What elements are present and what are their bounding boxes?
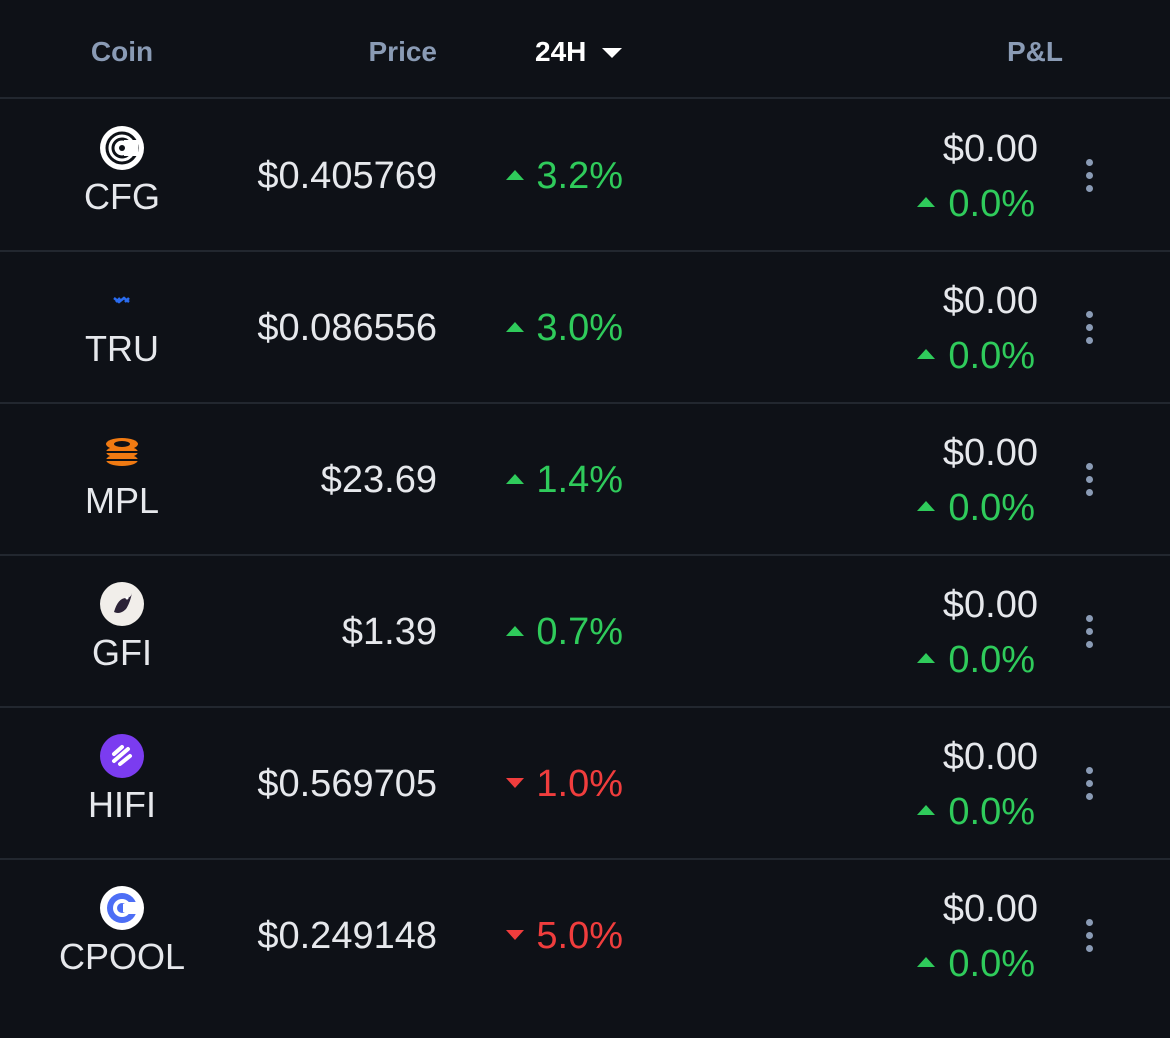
pnl-change: 0.0% [948,487,1035,529]
change-24h: 1.0% [536,763,623,805]
pnl-arrow [917,197,935,207]
pnl-arrow [917,805,935,815]
pnl-value: $0.00 [942,736,1038,778]
pnl-change: 0.0% [948,639,1035,681]
price: $0.569705 [257,763,437,805]
more-menu[interactable] [1086,615,1096,654]
header-24h[interactable]: 24H [535,36,587,67]
coin-name[interactable]: CPOOL [58,936,186,977]
change-arrow [506,778,524,788]
pnl-arrow [917,957,935,967]
pnl-change: 0.0% [948,335,1035,377]
row-separator [0,402,1170,404]
sort-caret [602,48,622,58]
coin-icon [100,734,144,778]
header-coin[interactable]: Coin [90,36,154,67]
pnl-change: 0.0% [948,183,1035,225]
coin-name[interactable]: MPL [84,480,160,521]
pnl-value: $0.00 [942,584,1038,626]
coin-name[interactable]: GFI [92,632,152,673]
coin-icon [100,886,144,930]
change-arrow [506,322,524,332]
change-arrow [506,626,524,636]
pnl-value: $0.00 [942,128,1038,170]
pnl-arrow [917,349,935,359]
more-menu[interactable] [1086,311,1096,350]
coin-icon [113,296,130,304]
change-24h: 1.4% [536,459,623,501]
more-menu[interactable] [1086,767,1096,806]
header-price[interactable]: Price [368,36,438,67]
header-pnl[interactable]: P&L [1007,36,1063,67]
price: $0.086556 [257,307,437,349]
pnl-value: $0.00 [942,280,1038,322]
row-separator [0,554,1170,556]
change-24h: 3.0% [536,307,623,349]
more-menu[interactable] [1086,463,1096,502]
pnl-arrow [917,501,935,511]
coin-name[interactable]: CFG [84,176,160,217]
coin-name[interactable]: HIFI [88,784,156,825]
pnl-arrow [917,653,935,663]
row-separator [0,250,1170,252]
pnl-value: $0.00 [942,888,1038,930]
pnl-value: $0.00 [942,432,1038,474]
coin-name[interactable]: TRU [85,328,159,369]
header-separator [0,97,1170,99]
price: $0.405769 [257,155,437,197]
price: $23.69 [320,459,437,501]
price: $0.249148 [257,915,437,957]
price: $1.39 [341,611,437,653]
change-arrow [506,930,524,940]
change-24h: 5.0% [536,915,623,957]
coin-icon [100,126,144,170]
coin-icon [106,438,138,466]
more-menu[interactable] [1086,919,1096,958]
change-arrow [506,474,524,484]
change-24h: 3.2% [536,155,623,197]
row-separator [0,858,1170,860]
pnl-change: 0.0% [948,943,1035,985]
coin-icon [100,582,144,626]
change-24h: 0.7% [536,611,623,653]
row-separator [0,706,1170,708]
pnl-change: 0.0% [948,791,1035,833]
change-arrow [506,170,524,180]
more-menu[interactable] [1086,159,1096,198]
